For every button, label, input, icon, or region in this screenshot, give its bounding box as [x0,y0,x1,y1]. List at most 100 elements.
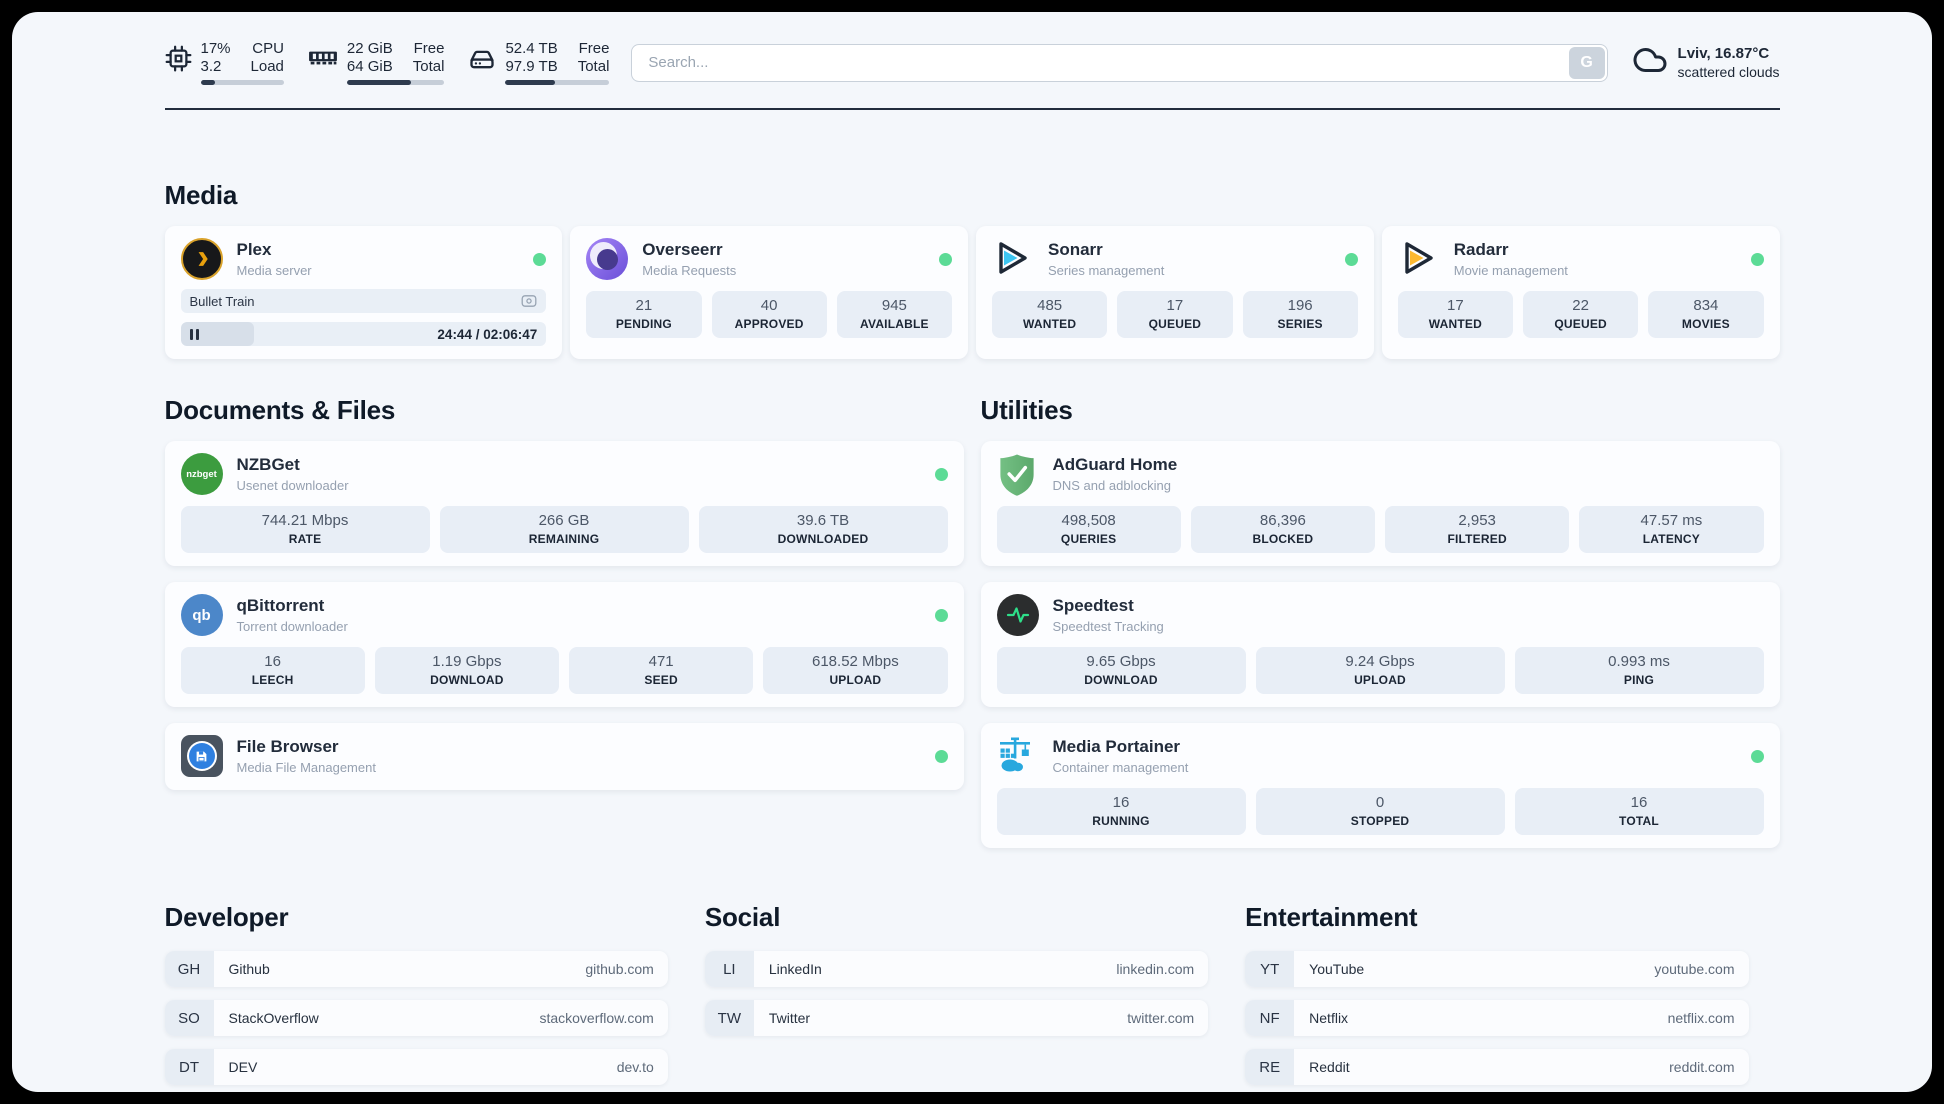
status-dot [1750,749,1764,763]
dashboard-page: 17% 3.2 CPU Load [12,12,1932,1092]
disk-icon [468,45,496,85]
section-social: Social LI LinkedIn linkedin.com TW Twitt… [704,902,1209,1085]
link-dev[interactable]: DT DEV dev.to [164,1049,668,1085]
disk-widget: 52.4 TB 97.9 TB Free Total [468,40,610,85]
link-twitter[interactable]: TW Twitter twitter.com [704,1000,1209,1036]
app-title: qBittorrent [236,596,325,615]
card-speedtest[interactable]: Speedtest Speedtest Tracking 9.65 Gbps DO… [980,582,1780,707]
cpu-load-label: Load [250,58,284,75]
card-plex[interactable]: Plex Media server Bullet Train [164,226,563,359]
stat-seed: 471 SEED [569,647,754,694]
stat-pending: 21 PENDING [586,291,702,338]
filebrowser-icon [180,735,223,777]
card-portainer[interactable]: Media Portainer Container management 16 R… [980,723,1780,848]
cloud-icon [1632,42,1668,83]
stat-ping: 0.993 ms PING [1514,647,1764,694]
stat-wanted: 485 WANTED [992,291,1108,338]
stat-movies: 834 MOVIES [1648,291,1764,338]
app-title: AdGuard Home [1052,455,1178,474]
link-abbr: GH [164,951,214,987]
link-stackoverflow[interactable]: SO StackOverflow stackoverflow.com [164,1000,668,1036]
memory-free-label: Free [413,40,445,57]
link-github[interactable]: GH Github github.com [164,951,668,987]
stat-stopped: 0 STOPPED [1255,788,1505,835]
stat-downloaded: 39.6 TB DOWNLOADED [698,506,948,553]
now-playing-track: Bullet Train [189,293,255,309]
section-entertainment: Entertainment YT YouTube youtube.com NF … [1245,902,1749,1085]
app-title: Overseerr [642,240,723,259]
card-qbittorrent[interactable]: qb qBittorrent Torrent downloader 16 LEEC… [164,582,964,707]
media-section-title: Media [164,180,238,210]
status-dot [1750,252,1764,266]
weather-condition: scattered clouds [1677,64,1780,80]
link-abbr: SO [164,1000,214,1036]
app-title: Radarr [1453,240,1509,259]
status-dot [934,749,948,763]
link-netflix[interactable]: NF Netflix netflix.com [1245,1000,1749,1036]
stat-download: 1.19 Gbps DOWNLOAD [374,647,559,694]
status-dot [533,252,547,266]
search-input[interactable] [634,54,1569,71]
nzbget-icon: nzbget [180,453,223,495]
app-subtitle: Media server [236,263,312,278]
link-youtube[interactable]: YT YouTube youtube.com [1245,951,1749,987]
stat-total: 16 TOTAL [1514,788,1764,835]
entertainment-section-title: Entertainment [1245,902,1418,932]
card-nzbget[interactable]: nzbget NZBGet Usenet downloader 744.21 M… [164,441,964,566]
plex-icon [180,238,223,280]
app-subtitle: DNS and adblocking [1052,478,1172,493]
utilities-section-title: Utilities [980,395,1073,425]
app-title: File Browser [236,737,339,756]
app-subtitle: Speedtest Tracking [1052,619,1164,634]
system-widgets: 17% 3.2 CPU Load [165,40,610,85]
disk-free-label: Free [578,40,610,57]
qbittorrent-icon: qb [180,594,223,636]
status-dot [934,467,948,481]
link-abbr: YT [1245,951,1295,987]
cpu-load-value: 3.2 [200,58,222,75]
stat-available: 945 AVAILABLE [836,291,952,338]
cpu-icon [165,45,192,85]
stat-leech: 16 LEECH [180,647,365,694]
screen-icon[interactable] [521,294,537,308]
stat-remaining: 266 GB REMAINING [439,506,689,553]
link-reddit[interactable]: RE Reddit reddit.com [1245,1049,1749,1085]
link-abbr: LI [704,951,754,987]
card-radarr[interactable]: Radarr Movie management 17 WANTED 22 QUEUE… [1381,226,1780,359]
cpu-progress-bar [200,80,284,85]
app-title: Media Portainer [1052,737,1181,756]
now-playing-row: Bullet Train [180,289,547,313]
memory-free-value: 22 GiB [346,40,393,57]
link-abbr: RE [1245,1049,1295,1085]
memory-total-value: 64 GiB [346,58,393,75]
radarr-icon [1398,238,1440,280]
memory-icon [308,45,338,85]
app-subtitle: Movie management [1453,263,1568,278]
search-bar: G [631,43,1608,82]
cpu-usage-value: 17% [200,40,231,57]
app-title: Speedtest [1052,596,1134,615]
link-abbr: NF [1245,1000,1295,1036]
card-filebrowser[interactable]: File Browser Media File Management [164,723,964,790]
google-search-button[interactable]: G [1568,46,1605,79]
card-sonarr[interactable]: Sonarr Series management 485 WANTED 17 QUE… [976,226,1374,359]
app-subtitle: Torrent downloader [236,619,348,634]
stat-blocked: 86,396 BLOCKED [1190,506,1375,553]
portainer-icon [997,735,1039,777]
documents-section-title: Documents & Files [164,395,396,425]
weather-widget: Lviv, 16.87°C scattered clouds [1632,42,1780,83]
app-subtitle: Container management [1052,760,1189,775]
app-title: NZBGet [236,455,300,474]
card-overseerr[interactable]: Overseerr Media Requests 21 PENDING 40 APP… [570,226,968,359]
overseerr-icon [586,238,629,280]
stat-upload: 618.52 Mbps UPLOAD [763,647,948,694]
disk-progress-bar [505,80,610,85]
card-adguard[interactable]: AdGuard Home DNS and adblocking 498,508 Q… [980,441,1780,566]
stat-download: 9.65 Gbps DOWNLOAD [996,647,1246,694]
app-subtitle: Media Requests [642,263,737,278]
link-linkedin[interactable]: LI LinkedIn linkedin.com [704,951,1209,987]
cpu-usage-label: CPU [252,40,284,57]
memory-widget: 22 GiB 64 GiB Free Total [308,40,445,85]
disk-total-value: 97.9 TB [505,58,558,75]
stat-filtered: 2,953 FILTERED [1385,506,1570,553]
